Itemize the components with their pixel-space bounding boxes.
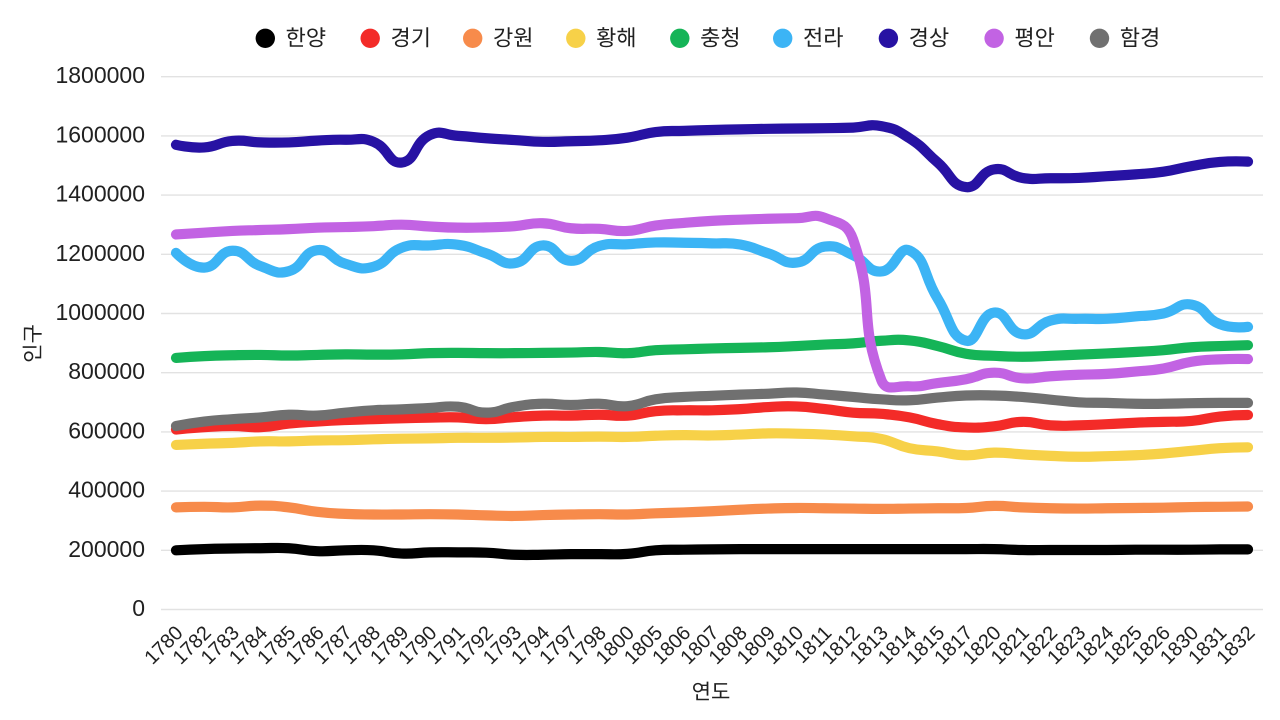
svg-text:1000000: 1000000: [55, 299, 145, 325]
svg-text:600000: 600000: [68, 417, 145, 443]
svg-text:800000: 800000: [68, 358, 145, 384]
svg-text:200000: 200000: [68, 536, 145, 562]
svg-text:1400000: 1400000: [55, 181, 145, 207]
svg-text:0: 0: [132, 595, 145, 621]
svg-text:1600000: 1600000: [55, 121, 145, 147]
svg-text:1200000: 1200000: [55, 240, 145, 266]
svg-text:1800000: 1800000: [55, 62, 145, 88]
svg-text:400000: 400000: [68, 477, 145, 503]
